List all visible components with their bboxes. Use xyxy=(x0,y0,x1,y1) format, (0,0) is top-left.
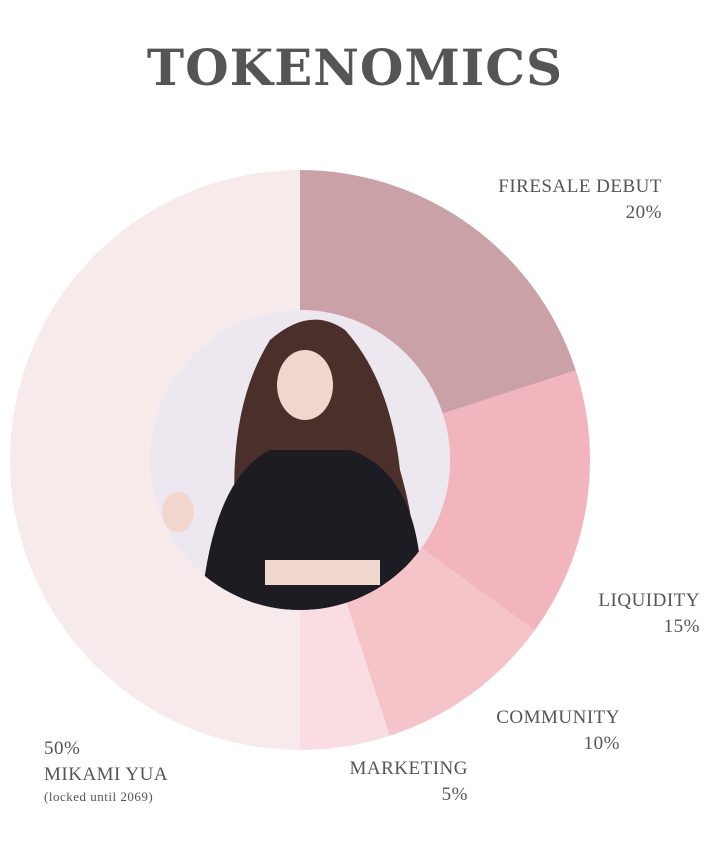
label-firesale-debut: FIRESALE DEBUT 20% xyxy=(440,174,662,226)
chart-title: TOKENOMICS xyxy=(146,38,564,97)
slice-label: LIQUIDITY xyxy=(598,590,700,611)
slice-note: (locked until 2069) xyxy=(44,789,154,804)
center-photo xyxy=(150,310,450,610)
label-marketing: MARKETING 5% xyxy=(300,756,468,808)
slice-value: 10% xyxy=(583,733,620,754)
slice-value: 50% xyxy=(44,738,81,759)
slice-label: MIKAMI YUA xyxy=(44,764,169,785)
slice-value: 15% xyxy=(663,616,700,637)
slice-mikami-yua xyxy=(10,170,300,750)
slice-label: MARKETING xyxy=(349,758,468,779)
slice-marketing xyxy=(300,602,390,750)
slice-liquidity xyxy=(421,370,590,631)
slice-value: 20% xyxy=(625,202,662,223)
slice-label: COMMUNITY xyxy=(496,707,620,728)
slice-firesale-debut xyxy=(300,170,576,414)
slice-value: 5% xyxy=(441,784,468,805)
label-mikami-yua: 50% MIKAMI YUA (locked until 2069) xyxy=(44,736,264,806)
slice-community xyxy=(346,548,535,736)
label-community: COMMUNITY 10% xyxy=(440,705,620,757)
slice-label: FIRESALE DEBUT xyxy=(498,176,662,197)
label-liquidity: LIQUIDITY 15% xyxy=(540,588,700,640)
